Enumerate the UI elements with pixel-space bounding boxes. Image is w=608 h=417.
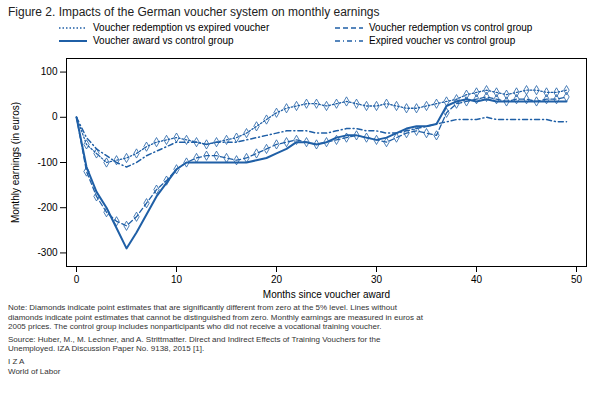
- svg-text:-100: -100: [37, 157, 57, 168]
- svg-text:Monthly earnings (in euros): Monthly earnings (in euros): [10, 102, 21, 223]
- html-text:Expired voucher vs control gro: Expired voucher vs control group: [369, 35, 516, 46]
- svg-text:-200: -200: [37, 202, 57, 213]
- html-text:I Z A World of Labor: I Z A World of Labor: [8, 357, 61, 376]
- html-text:Source: Huber, M., M. Lechner,: Source: Huber, M., M. Lechner, and A. St…: [8, 334, 381, 354]
- svg-text:10: 10: [171, 274, 183, 285]
- svg-text:30: 30: [371, 274, 383, 285]
- html-text:Figure 2. Impacts of the Germa: Figure 2. Impacts of the German voucher …: [8, 5, 380, 19]
- svg-text:Months since voucher award: Months since voucher award: [263, 289, 390, 300]
- html-text:Voucher award vs control group: Voucher award vs control group: [93, 35, 234, 46]
- svg-text:40: 40: [471, 274, 483, 285]
- svg-text:20: 20: [271, 274, 283, 285]
- svg-text:-300: -300: [37, 247, 57, 258]
- html-text:Voucher redemption vs expired: Voucher redemption vs expired voucher: [93, 22, 270, 33]
- svg-text:50: 50: [571, 274, 583, 285]
- svg-text:0: 0: [52, 111, 58, 122]
- svg-text:100: 100: [41, 66, 58, 77]
- html-text:Note: Diamonds indicate point: Note: Diamonds indicate point estimates …: [8, 303, 423, 332]
- svg-text:0: 0: [74, 274, 80, 285]
- html-text:Voucher redemption vs control: Voucher redemption vs control group: [369, 22, 533, 33]
